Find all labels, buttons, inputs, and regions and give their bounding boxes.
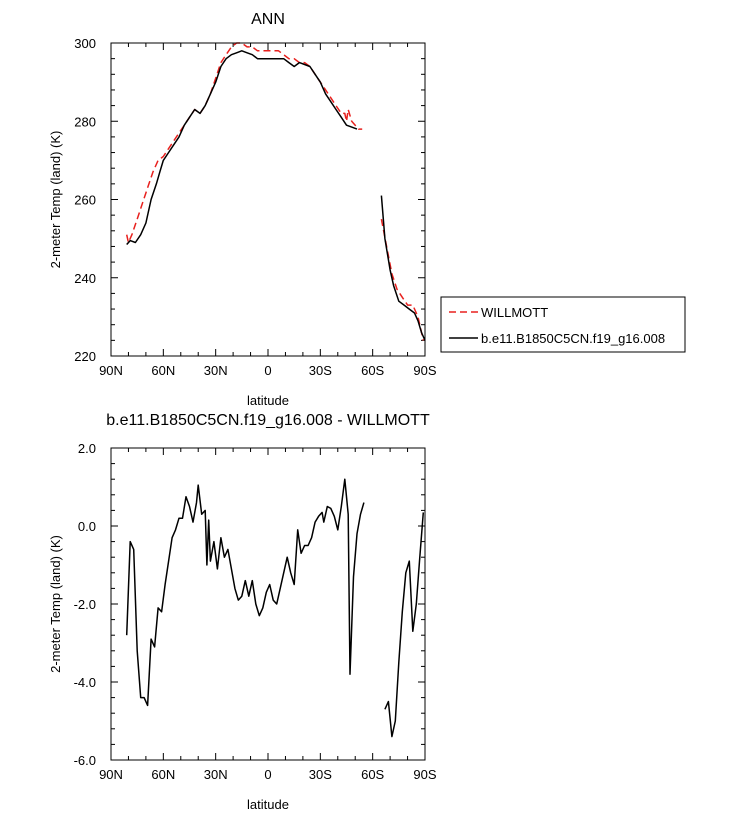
x-tick-label: 30S [309,363,332,378]
x-axis-label: latitude [247,797,289,812]
series-lines [125,42,426,341]
y-tick-label: -2.0 [74,597,96,612]
x-tick-label: 30N [204,363,228,378]
series-line-willmott [380,218,425,341]
plot-frame [110,42,426,357]
plot-frame [110,447,426,761]
series-line-difference [384,512,425,738]
series-line-b-e11-b1850c5cn-f19-g16-008 [380,195,426,341]
tick-marks [110,42,426,357]
legend-box [440,296,686,353]
y-tick-label: 280 [74,114,96,129]
y-tick-label: 260 [74,193,96,208]
x-tick-labels: 90N 60N 30N 0 30S 60S 90S [99,363,437,378]
legend-label-model: b.e11.B1850C5CN.f19_g16.008 [481,331,665,346]
y-tick-labels: -6.0 -4.0 -2.0 0.0 2.0 [74,441,96,768]
chart-title: ANN [251,11,285,28]
x-tick-label: 30S [309,767,332,782]
bottom-difference-chart: b.e11.B1850C5CN.f19_g16.008 - WILLMOTT 9… [48,412,437,812]
x-tick-label: 90N [99,767,123,782]
y-tick-label: 220 [74,349,96,364]
x-tick-label: 60S [361,767,384,782]
x-tick-label: 0 [264,363,271,378]
y-tick-label: 0.0 [78,519,96,534]
x-tick-label: 60N [151,363,175,378]
y-axis-label: 2-meter Temp (land) (K) [48,535,63,673]
x-tick-label: 90S [413,363,436,378]
top-temperature-chart: ANN 90N 60N 30N 0 30S 60S 90S 220240260280300 … [48,11,437,408]
y-tick-label: 2.0 [78,441,96,456]
x-tick-label: 0 [264,767,271,782]
x-tick-label: 30N [204,767,228,782]
x-tick-label: 90N [99,363,123,378]
y-tick-label: -4.0 [74,675,96,690]
y-axis-label: 2-meter Temp (land) (K) [48,131,63,269]
y-tick-label: 240 [74,271,96,286]
x-axis-label: latitude [247,393,289,408]
series-line-b-e11-b1850c5cn-f19-g16-008 [126,50,358,246]
series-lines [125,478,425,738]
series-line-willmott [125,42,363,244]
y-tick-label: -6.0 [74,753,96,768]
y-tick-label: 300 [74,36,96,51]
y-tick-labels: 220 240 260 280 300 [74,36,96,364]
x-tick-label: 90S [413,767,436,782]
x-tick-label: 60N [151,767,175,782]
x-tick-label: 60S [361,363,384,378]
series-line-difference [125,478,365,707]
legend-label-willmott: WILLMOTT [481,305,548,320]
tick-marks [110,447,426,761]
chart-title: b.e11.B1850C5CN.f19_g16.008 - WILLMOTT [106,412,430,429]
legend: WILLMOTT b.e11.B1850C5CN.f19_g16.008 [440,296,686,353]
x-tick-labels: 90N 60N 30N 0 30S 60S 90S [99,767,437,782]
